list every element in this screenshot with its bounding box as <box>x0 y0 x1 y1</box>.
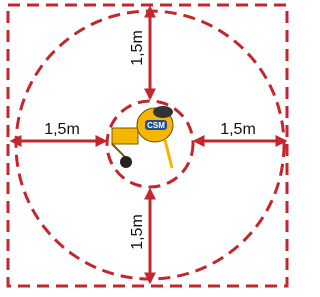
mixer-leg <box>165 140 172 168</box>
label-bottom: 1,5m <box>129 214 146 250</box>
mixer-frame <box>112 128 138 144</box>
page: 1,5m 1,5m 1,5m 1,5m CSM (() => { const d… <box>0 0 291 292</box>
label-top: 1,5m <box>129 30 146 66</box>
square-boundary <box>8 5 287 286</box>
mixer-wheel <box>120 156 132 168</box>
label-right: 1,5m <box>220 121 256 138</box>
mixer-mouth <box>153 106 173 118</box>
cement-mixer: CSM <box>112 106 173 168</box>
diagram: 1,5m 1,5m 1,5m 1,5m CSM <box>0 0 291 292</box>
label-left: 1,5m <box>44 121 80 138</box>
logo-text: CSM <box>147 121 165 130</box>
